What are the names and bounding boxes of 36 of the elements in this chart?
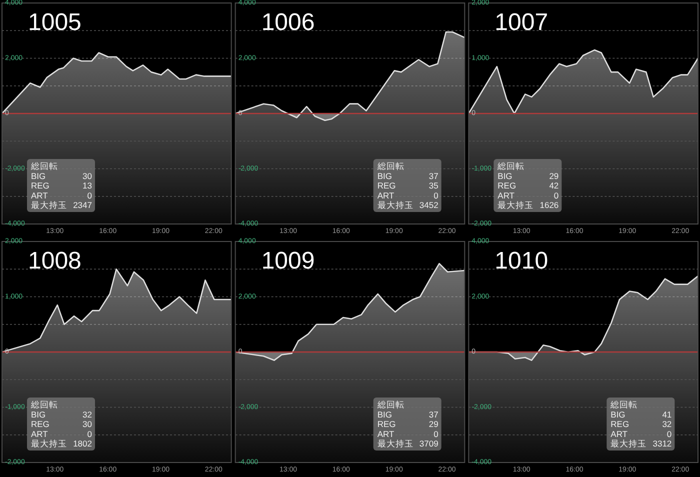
annotation: 総回転	[496, 161, 525, 171]
text: ART 0	[31, 190, 92, 200]
text: ART 0	[498, 190, 559, 200]
chart-title: 1009	[261, 248, 315, 274]
text: REG 42	[498, 180, 559, 191]
text: ART 0	[610, 428, 672, 439]
chart-title: 1005	[28, 9, 82, 36]
text: ART 0	[377, 428, 438, 439]
annotation: 総回転	[610, 400, 638, 410]
text: REG 35	[377, 180, 438, 191]
text: REG 30	[31, 419, 92, 430]
text: BIG 30	[31, 170, 92, 181]
annotation: 最大持玉 2347	[31, 200, 92, 210]
text: REG 29	[377, 419, 438, 430]
annotation: 最大持玉 3312	[610, 438, 672, 449]
annotation: 最大持玉 1802	[31, 438, 92, 449]
text: REG 13	[31, 180, 92, 191]
text: REG 32	[610, 419, 672, 430]
chart-title: 1007	[494, 9, 548, 36]
text: BIG 41	[610, 409, 672, 420]
text: BIG 37	[377, 170, 438, 181]
chart-title: 1008	[28, 248, 82, 274]
annotation: 総回転	[30, 400, 58, 410]
text: BIG 32	[31, 409, 92, 420]
text: BIG 37	[377, 409, 438, 420]
annotation: 総回転	[376, 161, 404, 171]
annotation: 最大持玉 3709	[377, 438, 439, 449]
text: ART 0	[377, 190, 438, 200]
chart-title: 1006	[261, 9, 315, 36]
text: ART 0	[31, 428, 92, 439]
annotation: 総回転	[30, 161, 58, 171]
annotation: 最大持玉 1626	[498, 200, 559, 210]
text: BIG 29	[498, 170, 559, 181]
annotation: 総回転	[376, 400, 404, 410]
chart-title: 1010	[494, 248, 548, 274]
annotation: 最大持玉 3452	[377, 200, 439, 210]
